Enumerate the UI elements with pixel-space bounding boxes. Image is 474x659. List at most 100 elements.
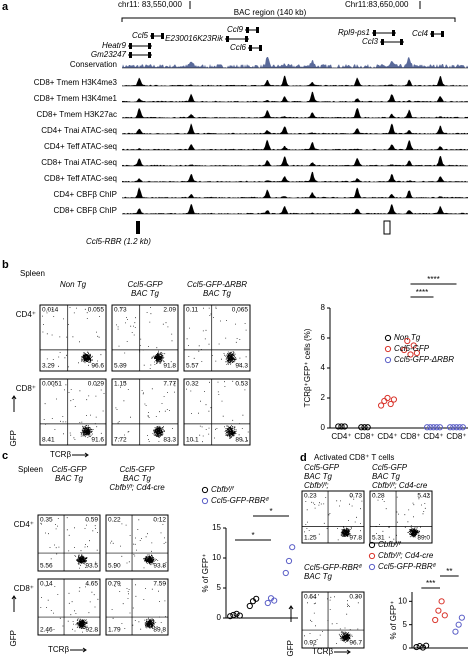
tissue: Spleen bbox=[18, 465, 43, 474]
coordinate: Chr11:83,650,000 bbox=[345, 0, 409, 9]
quadrant-value: 8.41 bbox=[42, 437, 55, 444]
track-signal bbox=[122, 91, 468, 102]
data-point bbox=[452, 628, 459, 635]
significance: **** bbox=[427, 275, 439, 284]
data-point bbox=[438, 598, 445, 605]
data-point bbox=[423, 642, 430, 649]
data-point bbox=[441, 612, 448, 619]
data-point bbox=[427, 424, 434, 431]
data-point bbox=[413, 643, 420, 651]
panel-label: b bbox=[2, 259, 9, 271]
panel-title: Activated CD8⁺ T cells bbox=[314, 453, 394, 462]
coordinate: chr11: 83,550,000 bbox=[118, 0, 182, 9]
data-point bbox=[453, 424, 460, 431]
gene-name: Gm23247 bbox=[91, 50, 127, 59]
data-point bbox=[253, 595, 260, 602]
axis-arrow bbox=[70, 647, 87, 653]
data-point bbox=[378, 402, 385, 409]
data-point bbox=[410, 342, 417, 349]
flow-frame bbox=[39, 378, 107, 446]
track-label: CD8+ Tmem H3K4me3 bbox=[34, 78, 118, 87]
data-point bbox=[450, 424, 457, 431]
data-point bbox=[401, 346, 408, 354]
row-label: CD4⁺ bbox=[16, 310, 36, 319]
data-point bbox=[387, 400, 394, 408]
axis-label: GFP bbox=[286, 640, 295, 656]
flow-frame bbox=[183, 304, 251, 372]
column-header: Non Tg bbox=[60, 280, 87, 289]
axis-arrow bbox=[11, 595, 17, 612]
track-signal bbox=[122, 123, 468, 134]
flow-events bbox=[186, 380, 249, 443]
axis-label: TCRβ bbox=[312, 647, 333, 656]
quadrant-value: 1.15 bbox=[114, 381, 127, 388]
track-signal bbox=[122, 139, 468, 150]
tissue: Spleen bbox=[20, 269, 45, 278]
data-point bbox=[447, 424, 454, 431]
flow-events bbox=[304, 594, 361, 647]
gene-exon bbox=[129, 52, 132, 58]
gene-exon bbox=[148, 52, 151, 58]
track-label: CD4+ Tnai ATAC-seq bbox=[41, 126, 117, 135]
legend-marker bbox=[201, 486, 209, 494]
gene-exon bbox=[148, 43, 151, 49]
gene-exon bbox=[431, 31, 434, 37]
flow-frame bbox=[37, 514, 101, 572]
column-header: Ccl5-GFP bbox=[127, 280, 163, 289]
quadrant-value: 3.29 bbox=[42, 363, 55, 370]
significance: **** bbox=[416, 288, 428, 297]
quadrant-value: 0.64 bbox=[304, 594, 317, 601]
data-point bbox=[416, 643, 423, 650]
gene-exon bbox=[256, 27, 259, 33]
data-point bbox=[289, 544, 296, 551]
y-tick-label: 8 bbox=[321, 303, 326, 312]
quadrant-value: 7.77 bbox=[163, 381, 176, 388]
data-point bbox=[236, 612, 243, 619]
track-signal bbox=[122, 75, 468, 86]
plot-header: BAC Tg bbox=[304, 572, 333, 581]
quadrant-value: 0.12 bbox=[153, 517, 166, 524]
gene-exon bbox=[400, 39, 403, 45]
rbr-label: Ccl5-RBR (1.2 kb) bbox=[86, 237, 151, 246]
flow-events bbox=[304, 494, 363, 541]
gene-exon bbox=[161, 33, 164, 39]
quadrant-value: 7.72 bbox=[114, 437, 127, 444]
quadrant-value: 5.56 bbox=[40, 563, 53, 570]
significance: *** bbox=[426, 579, 435, 588]
axis-arrow bbox=[72, 452, 89, 458]
data-point bbox=[335, 423, 342, 430]
data-point bbox=[364, 424, 371, 431]
quadrant-value: 0.35 bbox=[40, 517, 53, 524]
flow-frame bbox=[183, 378, 251, 446]
significance: * bbox=[251, 531, 254, 540]
flow-frame bbox=[301, 591, 365, 649]
data-point bbox=[459, 424, 466, 431]
plot-header: Ccl5-GFP-RBRᶠˡ bbox=[304, 563, 362, 572]
quadrant-value: 89.8 bbox=[153, 627, 166, 634]
x-tick-label: CD4⁺ bbox=[423, 432, 443, 441]
flow-events bbox=[186, 306, 247, 365]
legend-label: Non Tg bbox=[394, 333, 421, 342]
y-tick-label: 0 bbox=[217, 613, 222, 622]
quadrant-value: 5.90 bbox=[108, 563, 121, 570]
y-axis-label: TCRβ⁺GFP⁺ cells (%) bbox=[303, 328, 312, 407]
quadrant-value: 89.0 bbox=[417, 535, 430, 542]
column-header: Ccl5-GFP bbox=[119, 465, 155, 474]
column-header: BAC Tg bbox=[203, 289, 232, 298]
flow-frame bbox=[105, 514, 169, 572]
axis-label: GFP bbox=[9, 430, 18, 446]
track-label: CD8+ CBFβ ChIP bbox=[53, 206, 117, 215]
y-tick-label: 4 bbox=[321, 363, 326, 372]
track-signal bbox=[122, 187, 468, 198]
quadrant-value: 5.31 bbox=[372, 535, 385, 542]
legend-marker bbox=[384, 356, 392, 364]
data-point bbox=[227, 613, 234, 620]
quadrant-value: 0.59 bbox=[85, 517, 98, 524]
flow-frame bbox=[301, 490, 365, 544]
gene-exon bbox=[129, 43, 132, 49]
bac-bracket bbox=[121, 17, 456, 22]
y-tick-label: 10 bbox=[398, 596, 407, 605]
gene-name: Ccl9 bbox=[227, 25, 244, 34]
gene-name: Rpl9-ps1 bbox=[338, 28, 370, 37]
data-point bbox=[341, 423, 348, 430]
